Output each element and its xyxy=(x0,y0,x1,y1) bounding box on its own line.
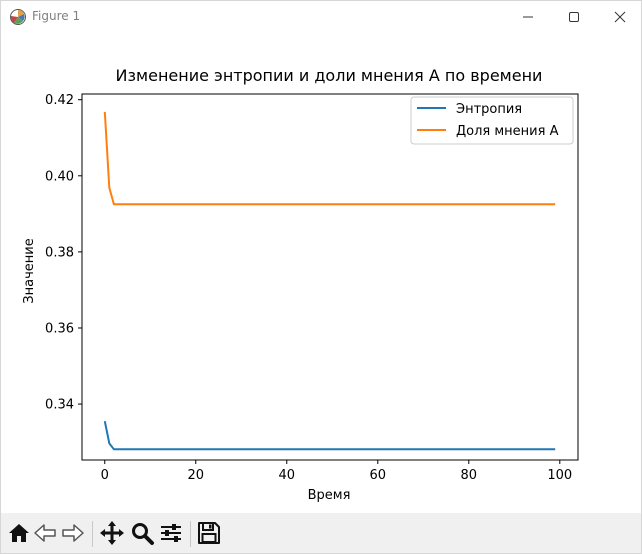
legend-label-opinion-a: Доля мнения A xyxy=(456,124,559,139)
minimize-icon xyxy=(523,16,533,18)
series-line-opinion-a xyxy=(103,111,556,206)
y-tick-label: 0.34 xyxy=(45,398,74,413)
maximize-icon xyxy=(569,12,579,22)
save-icon xyxy=(198,522,220,544)
chart-title: Изменение энтропии и доли мнения A по вр… xyxy=(116,66,543,85)
toolbar-separator xyxy=(92,521,93,547)
minimize-button[interactable] xyxy=(505,1,551,33)
arrow-left-icon xyxy=(34,524,56,542)
series-line-entropy xyxy=(103,421,556,451)
close-icon xyxy=(614,11,626,23)
maximize-button[interactable] xyxy=(551,1,597,33)
line-chart: Изменение энтропии и доли мнения A по вр… xyxy=(22,66,579,503)
x-tick-label: 0 xyxy=(101,468,109,483)
y-tick-label: 0.42 xyxy=(45,93,74,108)
x-tick-label: 100 xyxy=(547,468,572,483)
y-axis-label: Значение xyxy=(22,238,37,303)
zoom-icon xyxy=(132,523,154,545)
matplotlib-icon xyxy=(10,9,26,25)
save-button[interactable] xyxy=(196,520,222,546)
y-tick-label: 0.40 xyxy=(45,169,74,184)
y-tick-label: 0.36 xyxy=(45,321,74,336)
legend-label-entropy: Энтропия xyxy=(456,102,522,117)
x-tick-label: 20 xyxy=(187,468,204,483)
move-icon xyxy=(100,521,124,545)
legend-frame xyxy=(410,96,574,145)
legend: Энтропия Доля мнения A xyxy=(410,96,574,145)
close-button[interactable] xyxy=(597,1,642,33)
back-button[interactable] xyxy=(32,520,58,546)
title-bar[interactable]: Figure 1 xyxy=(1,1,641,33)
pan-button[interactable] xyxy=(99,520,125,546)
figure-canvas[interactable]: Изменение энтропии и доли мнения A по вр… xyxy=(1,33,641,511)
toolbar-separator xyxy=(190,521,191,547)
forward-button[interactable] xyxy=(60,520,86,546)
navigation-toolbar xyxy=(1,513,641,553)
y-tick-label: 0.38 xyxy=(45,245,74,260)
window-title: Figure 1 xyxy=(32,9,81,23)
x-tick-label: 60 xyxy=(370,468,387,483)
home-icon xyxy=(9,524,29,542)
arrow-right-icon xyxy=(62,524,84,542)
home-button[interactable] xyxy=(6,520,32,546)
sliders-icon xyxy=(161,524,181,542)
configure-button[interactable] xyxy=(158,520,184,546)
x-tick-label: 40 xyxy=(278,468,295,483)
plot-area xyxy=(81,93,579,461)
zoom-button[interactable] xyxy=(129,520,155,546)
x-tick-label: 80 xyxy=(461,468,478,483)
x-axis-label: Время xyxy=(308,488,351,503)
